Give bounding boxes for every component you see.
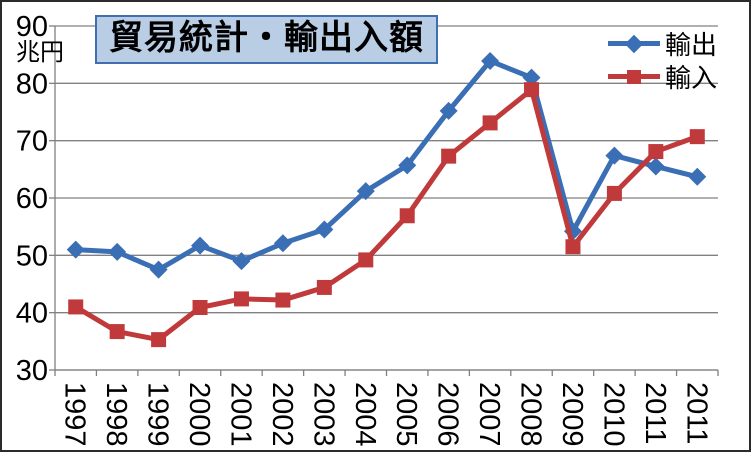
data-point-diamond-icon bbox=[149, 260, 168, 279]
x-tick-label: 2002 bbox=[266, 382, 298, 447]
legend-item-exports: 輸出 bbox=[608, 27, 717, 60]
data-point-square-icon bbox=[109, 324, 125, 340]
y-tick-label: 70 bbox=[16, 126, 48, 158]
x-tick-label: 2006 bbox=[432, 382, 464, 447]
data-point-square-icon bbox=[233, 291, 249, 307]
data-point-square-icon bbox=[68, 299, 84, 315]
imports-line-sample bbox=[608, 69, 660, 84]
data-point-square-icon bbox=[482, 115, 498, 131]
y-tick-label: 90 bbox=[16, 11, 48, 43]
data-point-diamond-icon bbox=[646, 157, 665, 176]
x-tick-label: 2010 bbox=[597, 382, 629, 447]
data-point-square-icon bbox=[648, 144, 664, 160]
legend: 輸出 輸入 bbox=[608, 27, 717, 93]
data-point-diamond-icon bbox=[605, 146, 624, 165]
x-tick-label: 2004 bbox=[349, 382, 381, 447]
y-tick-label: 30 bbox=[16, 355, 48, 387]
x-tick-label: 2005 bbox=[390, 382, 422, 447]
y-tick-label: 40 bbox=[16, 298, 48, 330]
data-point-diamond-icon bbox=[398, 156, 417, 175]
legend-item-imports: 輸入 bbox=[608, 60, 717, 93]
data-point-diamond-icon bbox=[439, 101, 458, 120]
data-point-square-icon bbox=[275, 292, 291, 308]
data-point-square-icon bbox=[565, 239, 581, 255]
imports-square-marker-icon bbox=[627, 69, 641, 84]
y-tick-label: 60 bbox=[16, 183, 48, 215]
x-tick-label: 1998 bbox=[100, 382, 132, 447]
chart-title: 貿易統計・輸出入額 bbox=[95, 15, 438, 65]
data-point-diamond-icon bbox=[232, 252, 251, 271]
legend-label-imports: 輸入 bbox=[665, 63, 718, 93]
exports-diamond-marker-icon bbox=[624, 34, 644, 53]
series-line-1 bbox=[74, 87, 699, 343]
data-point-square-icon bbox=[441, 148, 457, 164]
data-point-diamond-icon bbox=[108, 242, 127, 261]
data-point-diamond-icon bbox=[191, 236, 210, 255]
data-point-diamond-icon bbox=[356, 182, 375, 201]
data-point-diamond-icon bbox=[481, 51, 500, 70]
legend-label-exports: 輸出 bbox=[665, 30, 718, 60]
data-point-square-icon bbox=[151, 332, 167, 348]
y-tick-label: 80 bbox=[16, 68, 48, 100]
x-tick-label: 2000 bbox=[183, 382, 215, 447]
x-tick-label: 2009 bbox=[556, 382, 588, 447]
x-tick-label: 1997 bbox=[59, 382, 91, 447]
x-tick-label: 2007 bbox=[473, 382, 505, 447]
y-tick-label: 50 bbox=[16, 240, 48, 272]
data-point-diamond-icon bbox=[522, 68, 541, 87]
x-tick-label: 2003 bbox=[307, 382, 339, 447]
data-point-diamond-icon bbox=[688, 167, 707, 186]
x-tick-label: 2011 bbox=[639, 382, 671, 444]
data-point-square-icon bbox=[524, 82, 540, 98]
data-point-diamond-icon bbox=[66, 240, 85, 259]
data-point-square-icon bbox=[358, 252, 374, 268]
data-point-square-icon bbox=[399, 208, 415, 224]
data-point-square-icon bbox=[316, 279, 332, 295]
x-tick-label: 2008 bbox=[515, 382, 547, 447]
x-tick-label: 2001 bbox=[224, 382, 256, 447]
data-point-diamond-icon bbox=[315, 220, 334, 239]
y-axis-unit-label: 兆円 bbox=[16, 39, 64, 66]
data-point-square-icon bbox=[192, 300, 208, 316]
x-tick-label: 1999 bbox=[142, 382, 174, 447]
x-tick-label: 2011 bbox=[680, 382, 712, 444]
data-point-square-icon bbox=[689, 129, 705, 145]
data-point-diamond-icon bbox=[273, 234, 292, 253]
data-point-square-icon bbox=[606, 185, 622, 201]
exports-line-sample bbox=[608, 34, 660, 53]
series-line-0 bbox=[75, 58, 698, 273]
